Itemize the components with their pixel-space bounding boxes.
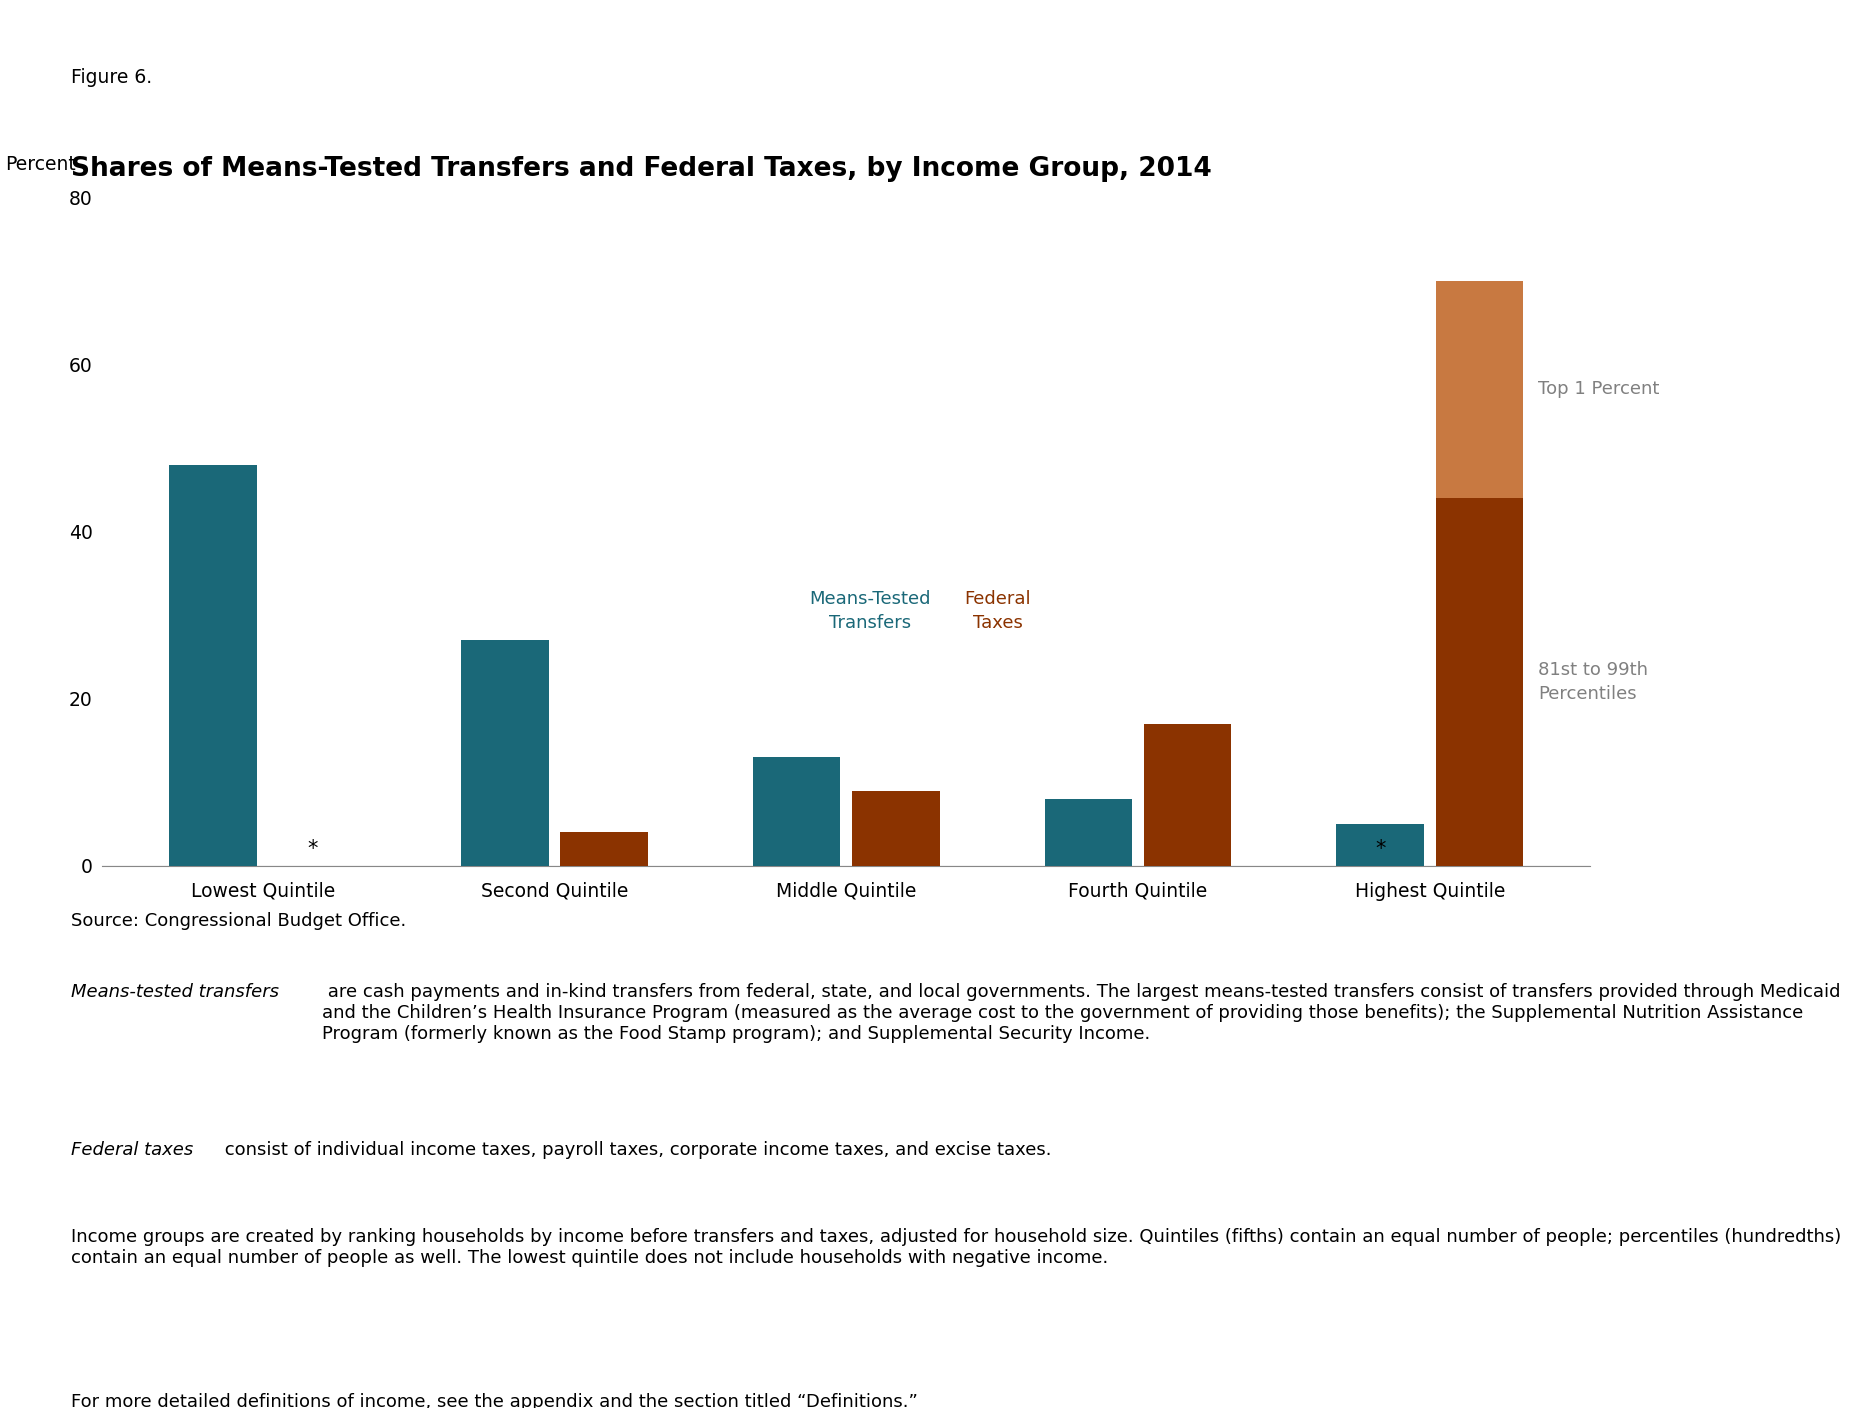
Text: Income groups are created by ranking households by income before transfers and t: Income groups are created by ranking hou… [71,1228,1841,1267]
Bar [753,758,841,866]
Bar [1144,724,1231,866]
Text: Percent: Percent [6,155,76,173]
Text: consist of individual income taxes, payroll taxes, corporate income taxes, and e: consist of individual income taxes, payr… [219,1140,1053,1159]
Text: Means-tested transfers: Means-tested transfers [71,983,279,1001]
Text: Figure 6.: Figure 6. [71,68,153,86]
Bar [560,832,647,866]
Bar [1337,824,1425,866]
Text: Federal taxes: Federal taxes [71,1140,193,1159]
Text: *: * [307,839,318,859]
Bar [1436,498,1523,866]
Bar [852,791,939,866]
Text: *: * [1375,839,1386,859]
Text: 81st to 99th
Percentiles: 81st to 99th Percentiles [1538,662,1648,703]
Text: are cash payments and in-kind transfers from federal, state, and local governmen: are cash payments and in-kind transfers … [322,983,1841,1043]
Bar [461,641,549,866]
Bar [1436,280,1523,498]
Text: Federal
Taxes: Federal Taxes [965,590,1030,632]
Bar [1045,798,1133,866]
Text: Shares of Means-Tested Transfers and Federal Taxes, by Income Group, 2014: Shares of Means-Tested Transfers and Fed… [71,156,1211,182]
Text: Means-Tested
Transfers: Means-Tested Transfers [809,590,930,632]
Text: Top 1 Percent: Top 1 Percent [1538,380,1659,398]
Text: For more detailed definitions of income, see the appendix and the section titled: For more detailed definitions of income,… [71,1394,917,1408]
Text: Source: Congressional Budget Office.: Source: Congressional Budget Office. [71,912,405,931]
Bar [169,465,257,866]
